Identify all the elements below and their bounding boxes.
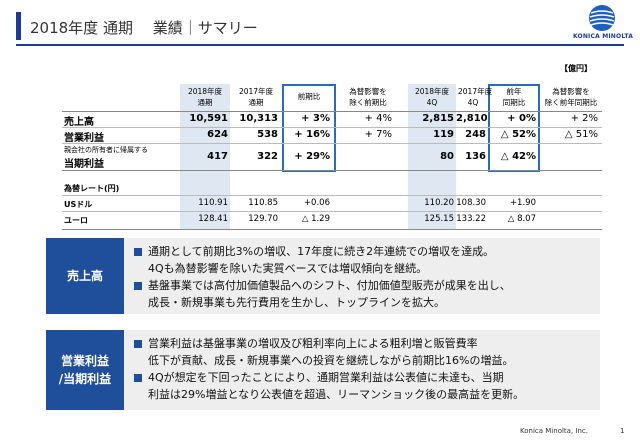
- fx-label-eur: ユーロ: [64, 216, 88, 225]
- cell: + 16%: [294, 129, 330, 140]
- cell: 10,313: [239, 113, 278, 124]
- section-label-profit: 営業利益 /当期利益: [46, 330, 124, 410]
- bullet-text: 成長・新規事業も先行費用を生かし、トップラインを拡大。: [148, 296, 445, 309]
- cell: 322: [257, 151, 278, 162]
- bullet-text: 営業利益は基盤事業の増収及び粗利率向上による粗利増と販管費率: [148, 337, 478, 350]
- cell: + 3%: [301, 113, 330, 124]
- row-rule: [62, 143, 602, 144]
- cell: 248: [465, 129, 486, 140]
- globe-logo-icon: [589, 5, 615, 31]
- section-label-sales: 売上高: [46, 238, 124, 314]
- cell: 128.41: [198, 214, 228, 224]
- yoy-q4-highlight-box: [488, 84, 540, 172]
- col-header: 前期比: [297, 92, 321, 101]
- row-rule: [62, 170, 602, 171]
- cell: + 2%: [570, 113, 598, 124]
- cell: △ 8.07: [507, 214, 536, 224]
- cell: 538: [257, 129, 278, 140]
- cell: 110.85: [248, 198, 278, 208]
- table-header-rule: [62, 111, 602, 112]
- cell: 110.20: [424, 198, 454, 208]
- col-header: 2017年度 通期: [238, 87, 274, 107]
- bullet-text: 利益は29%増益となり公表値を超過、リーマンショック後の最高益を更新。: [148, 388, 525, 401]
- page-number: 1: [620, 427, 625, 435]
- bullet-item: 基盤事業では高付加価値製品へのシフト、付加価値型販売が成果を出し、 成長・新規事…: [132, 277, 592, 311]
- bullet-text: 低下が貢献、成長・新規事業への投資を継続しながら前期比16%の増益。: [148, 354, 514, 367]
- cell: + 4%: [364, 113, 392, 124]
- section-body-sales: 通期として前期比3%の増収、17年度に続き2年連続での増収を達成。 4Qも為替影…: [124, 238, 600, 314]
- col-header: 2018年度 通期: [187, 87, 223, 107]
- col-fill-q4-2018: [408, 84, 456, 230]
- cell: +1.90: [509, 198, 536, 208]
- fx-label-usd: USドル: [64, 200, 93, 209]
- section-label-line: 営業利益: [60, 354, 109, 368]
- cell: 110.91: [198, 198, 228, 208]
- cell: 80: [440, 151, 454, 162]
- cell: 417: [207, 151, 228, 162]
- cell: + 29%: [294, 151, 330, 162]
- cell: 133.22: [456, 214, 486, 224]
- title-accent-bar: [16, 12, 21, 40]
- cell: 119: [433, 129, 454, 140]
- slide-header: 2018年度 通期 業績｜サマリー KONICA MINOLTA: [0, 0, 640, 50]
- footer-company: Konica Minolta, Inc.: [520, 427, 588, 435]
- bullet-text: 4Qが想定を下回ったことにより、通期営業利益は公表値に未達も、当期: [148, 371, 504, 384]
- bullet-text: 通期として前期比3%の増収、17年度に続き2年連続での増収を達成。: [148, 245, 495, 258]
- fx-header: 為替レート(円): [64, 184, 120, 193]
- cell: 2,810: [456, 113, 488, 124]
- bullet-item: 営業利益は基盤事業の増収及び粗利率向上による粗利増と販管費率 低下が貢献、成長・…: [132, 335, 592, 369]
- cell: △ 51%: [564, 129, 598, 140]
- col-header: 為替影響を 除く前期比: [349, 87, 387, 107]
- bullet-item: 4Qが想定を下回ったことにより、通期営業利益は公表値に未達も、当期 利益は29%…: [132, 369, 592, 403]
- cell: △ 42%: [500, 151, 536, 162]
- yoy-fy-highlight-box: [282, 84, 336, 172]
- row-label-net-profit: 当期利益: [64, 159, 104, 170]
- slide-title: 2018年度 通期 業績｜サマリー: [30, 19, 258, 37]
- cell: 2,815: [422, 113, 454, 124]
- bullet-text: 基盤事業では高付加価値製品へのシフト、付加価値型販売が成果を出し、: [148, 279, 511, 292]
- logo-text: KONICA MINOLTA: [572, 33, 634, 40]
- fx-rule: [62, 195, 602, 196]
- col-header: 2017年度 4Q: [458, 87, 493, 107]
- col-header: 前年 同期比: [502, 87, 526, 107]
- company-logo: KONICA MINOLTA: [570, 4, 636, 44]
- cell: 129.70: [248, 214, 278, 224]
- row-rule: [62, 127, 602, 128]
- fx-rule: [62, 211, 602, 212]
- cell: +0.06: [303, 198, 330, 208]
- cell: 125.15: [424, 214, 454, 224]
- cell: 108.30: [456, 198, 486, 208]
- col-fill-fy2018: [180, 84, 230, 230]
- col-header: 為替影響を 除く前年同期比: [544, 87, 598, 107]
- cell: △ 1.29: [301, 214, 330, 224]
- bullet-text: 4Qも為替影響を除いた実質ベースでは増収傾向を継続。: [148, 262, 428, 275]
- row-sublabel-attributable: 親会社の所有者に帰属する: [64, 146, 148, 154]
- col-header: 2018年度 4Q: [414, 87, 450, 107]
- header-rule: [16, 44, 624, 46]
- unit-label: 【億円】: [560, 64, 592, 73]
- cell: △ 52%: [500, 129, 536, 140]
- cell: 136: [465, 151, 486, 162]
- row-label-operating-profit: 営業利益: [64, 133, 104, 144]
- section-body-profit: 営業利益は基盤事業の増収及び粗利率向上による粗利増と販管費率 低下が貢献、成長・…: [124, 330, 600, 410]
- table-bottom-rule: [62, 229, 602, 230]
- section-label-line: /当期利益: [58, 372, 112, 386]
- row-label-sales: 売上高: [64, 117, 94, 128]
- cell: 10,591: [189, 113, 228, 124]
- cell: + 0%: [507, 113, 536, 124]
- cell: + 7%: [364, 129, 392, 140]
- bullet-item: 通期として前期比3%の増収、17年度に続き2年連続での増収を達成。 4Qも為替影…: [132, 243, 592, 277]
- cell: 624: [207, 129, 228, 140]
